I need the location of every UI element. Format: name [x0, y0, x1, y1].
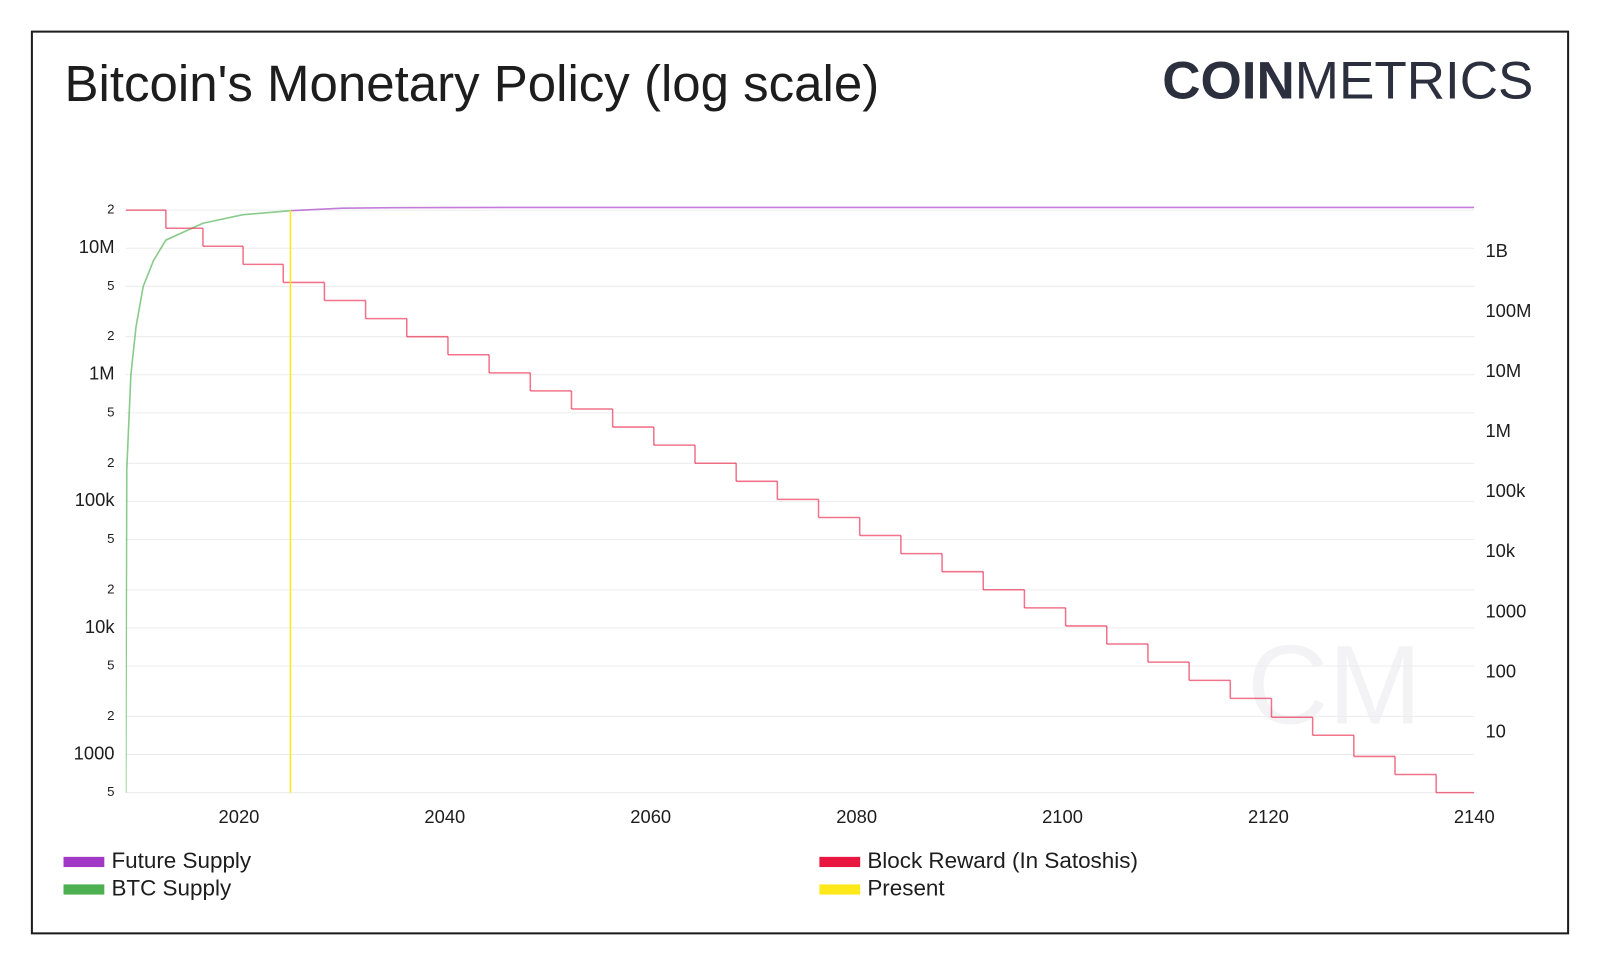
y2-tick-label: 10M: [1485, 360, 1521, 381]
x-tick-label: 2040: [424, 806, 465, 827]
y-tick-label: 10k: [85, 616, 115, 637]
series-line: [125, 209, 291, 793]
series-line: [290, 206, 1475, 212]
legend-swatch: [63, 856, 105, 868]
brand-bold: COIN: [1162, 52, 1295, 111]
legend-swatch: [819, 884, 861, 895]
y2-tick-label: 1000: [1485, 600, 1526, 621]
y-tick-label: 2: [107, 708, 114, 723]
y-tick-label: 1000: [74, 742, 115, 763]
y-tick-label: 2: [107, 581, 114, 596]
y-tick-label: 5: [107, 404, 114, 419]
y-tick-label: 5: [107, 278, 114, 293]
x-tick-label: 2100: [1042, 806, 1083, 827]
x-tick-label: 2080: [836, 806, 877, 827]
y-tick-label: 5: [107, 658, 114, 673]
x-tick-label: 2060: [630, 806, 671, 827]
y2-tick-label: 10: [1485, 720, 1505, 741]
frame: [30, 30, 1570, 935]
y2-tick-label: 1B: [1485, 240, 1507, 261]
y-tick-label: 2: [107, 202, 114, 217]
x-tick-label: 2140: [1454, 806, 1495, 827]
y2-tick-label: 100: [1485, 660, 1516, 681]
y-tick-label: 5: [107, 784, 114, 799]
y2-tick-label: 10k: [1485, 540, 1515, 561]
legend-label: Block Reward (In Satoshis): [867, 848, 1138, 873]
x-tick-label: 2020: [219, 806, 260, 827]
brand-logo: COINMETRICS: [1162, 52, 1533, 111]
legend-swatch: [63, 884, 105, 895]
y2-tick-label: 100k: [1485, 480, 1526, 501]
legend-label: Present: [867, 875, 945, 900]
y-tick-label: 5: [107, 531, 114, 546]
plot-area: [125, 206, 1475, 794]
y-tick-label: 2: [107, 455, 114, 470]
y-tick-label: 1M: [89, 363, 115, 384]
brand-light: METRICS: [1295, 52, 1534, 111]
y-tick-label: 10M: [79, 236, 115, 257]
legend-label: BTC Supply: [111, 875, 231, 900]
y2-tick-label: 1M: [1485, 420, 1511, 441]
chart-title: Bitcoin's Monetary Policy (log scale): [65, 55, 880, 112]
y-tick-label: 100k: [75, 489, 116, 510]
y-tick-label: 2: [107, 328, 114, 343]
y2-tick-label: 100M: [1485, 300, 1531, 321]
legend-swatch: [819, 856, 861, 868]
x-tick-label: 2120: [1248, 806, 1289, 827]
legend-label: Future Supply: [111, 848, 251, 873]
watermark: CM: [1247, 621, 1421, 747]
